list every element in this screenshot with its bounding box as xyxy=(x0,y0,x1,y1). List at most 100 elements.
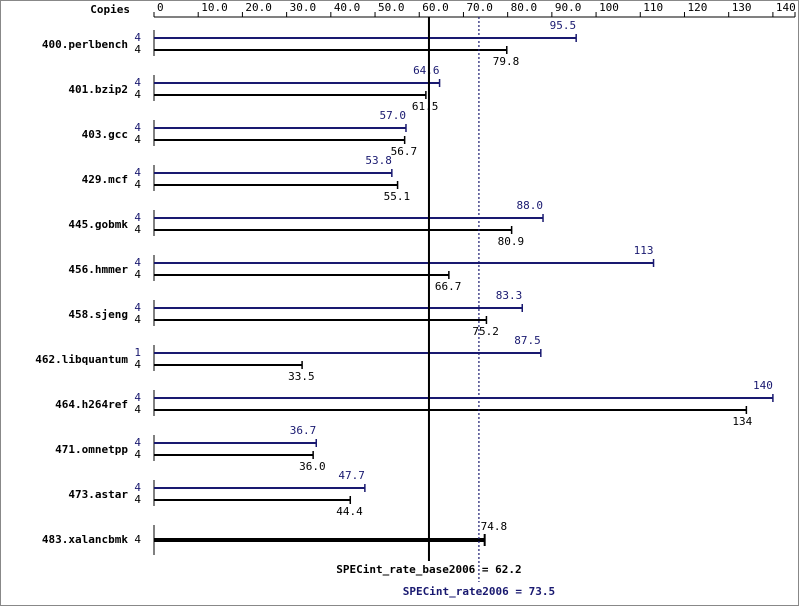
copies-label: 4 xyxy=(134,223,141,236)
benchmark-label: 400.perlbench xyxy=(42,38,128,51)
benchmark-label: 464.h264ref xyxy=(55,398,128,411)
bar xyxy=(154,94,426,96)
bar xyxy=(154,364,303,366)
value-label: 56.7 xyxy=(391,145,418,158)
x-tick-label: 120 xyxy=(687,1,707,14)
x-tick-label: 0 xyxy=(157,1,164,14)
value-label: 87.5 xyxy=(514,334,541,347)
bar xyxy=(154,184,398,186)
x-tick-label: 10.0 xyxy=(201,1,228,14)
value-label: 64.6 xyxy=(413,64,440,77)
copies-label: 4 xyxy=(134,133,141,146)
copies-label: 4 xyxy=(134,533,141,546)
bar xyxy=(154,139,405,141)
bar xyxy=(154,499,351,501)
copies-label: 4 xyxy=(134,43,141,56)
value-label: 88.0 xyxy=(517,199,544,212)
value-label: 33.5 xyxy=(288,370,315,383)
copies-label: 4 xyxy=(134,436,141,449)
bar xyxy=(154,217,544,219)
bar xyxy=(154,127,406,129)
x-tick-label: 30.0 xyxy=(290,1,317,14)
copies-label: 4 xyxy=(134,268,141,281)
bar xyxy=(154,229,512,231)
benchmark-label: 456.hmmer xyxy=(68,263,128,276)
x-tick-label: 20.0 xyxy=(245,1,272,14)
bar xyxy=(154,82,440,84)
value-label: 36.0 xyxy=(299,460,326,473)
benchmark-label: 483.xalancbmk xyxy=(42,533,128,546)
benchmark-label: 473.astar xyxy=(68,488,128,501)
copies-label: 4 xyxy=(134,178,141,191)
reference-label: SPECint_rate_base2006 = 62.2 xyxy=(336,563,521,576)
copies-label: 4 xyxy=(134,358,141,371)
bar xyxy=(154,352,541,354)
value-label: 53.8 xyxy=(365,154,392,167)
value-label: 75.2 xyxy=(472,325,499,338)
bar xyxy=(154,172,392,174)
value-label: 47.7 xyxy=(338,469,365,482)
x-tick-label: 60.0 xyxy=(422,1,449,14)
bar xyxy=(154,37,577,39)
value-label: 44.4 xyxy=(336,505,363,518)
bar xyxy=(154,442,317,444)
bar xyxy=(154,49,507,51)
copies-label: 4 xyxy=(134,313,141,326)
value-label: 61.5 xyxy=(412,100,439,113)
x-tick-label: 110 xyxy=(643,1,663,14)
bar xyxy=(154,307,523,309)
reference-label: SPECint_rate2006 = 73.5 xyxy=(403,585,555,598)
bar xyxy=(154,397,773,399)
benchmark-label: 471.omnetpp xyxy=(55,443,128,456)
benchmark-label: 458.sjeng xyxy=(68,308,128,321)
copies-header: Copies xyxy=(90,3,130,16)
benchmark-label: 403.gcc xyxy=(82,128,128,141)
value-label: 79.8 xyxy=(493,55,519,68)
benchmark-label: 401.bzip2 xyxy=(68,83,128,96)
x-tick-label: 50.0 xyxy=(378,1,405,14)
value-label: 36.7 xyxy=(290,424,317,437)
bar xyxy=(154,454,314,456)
value-label: 57.0 xyxy=(379,109,406,122)
copies-label: 4 xyxy=(134,121,141,134)
copies-label: 4 xyxy=(134,301,141,314)
value-label: 134 xyxy=(732,415,752,428)
copies-label: 4 xyxy=(134,256,141,269)
x-tick-label: 70.0 xyxy=(466,1,493,14)
value-label: 55.1 xyxy=(384,190,411,203)
copies-label: 4 xyxy=(134,493,141,506)
value-label: 66.7 xyxy=(435,280,462,293)
x-tick-label: 80.0 xyxy=(511,1,537,14)
value-label: 83.3 xyxy=(496,289,523,302)
bar xyxy=(154,487,365,489)
bar xyxy=(154,538,485,542)
value-label: 140 xyxy=(753,379,773,392)
bar xyxy=(154,274,449,276)
x-tick-label: 140 xyxy=(776,1,796,14)
value-label: 95.5 xyxy=(550,19,577,32)
value-label: 80.9 xyxy=(498,235,525,248)
benchmark-label: 429.mcf xyxy=(82,173,128,186)
value-label: 113 xyxy=(634,244,654,257)
benchmark-label: 462.libquantum xyxy=(35,353,128,366)
bar xyxy=(154,262,654,264)
copies-label: 4 xyxy=(134,76,141,89)
copies-label: 1 xyxy=(134,346,141,359)
copies-label: 4 xyxy=(134,211,141,224)
copies-label: 4 xyxy=(134,448,141,461)
bar xyxy=(154,319,487,321)
x-tick-label: 40.0 xyxy=(334,1,361,14)
bar xyxy=(154,409,747,411)
x-tick-label: 130 xyxy=(732,1,752,14)
copies-label: 4 xyxy=(134,31,141,44)
copies-label: 4 xyxy=(134,88,141,101)
x-tick-label: 90.0 xyxy=(555,1,582,14)
x-tick-label: 100 xyxy=(599,1,619,14)
copies-label: 4 xyxy=(134,391,141,404)
benchmark-label: 445.gobmk xyxy=(68,218,128,231)
copies-label: 4 xyxy=(134,166,141,179)
copies-label: 4 xyxy=(134,481,141,494)
copies-label: 4 xyxy=(134,403,141,416)
